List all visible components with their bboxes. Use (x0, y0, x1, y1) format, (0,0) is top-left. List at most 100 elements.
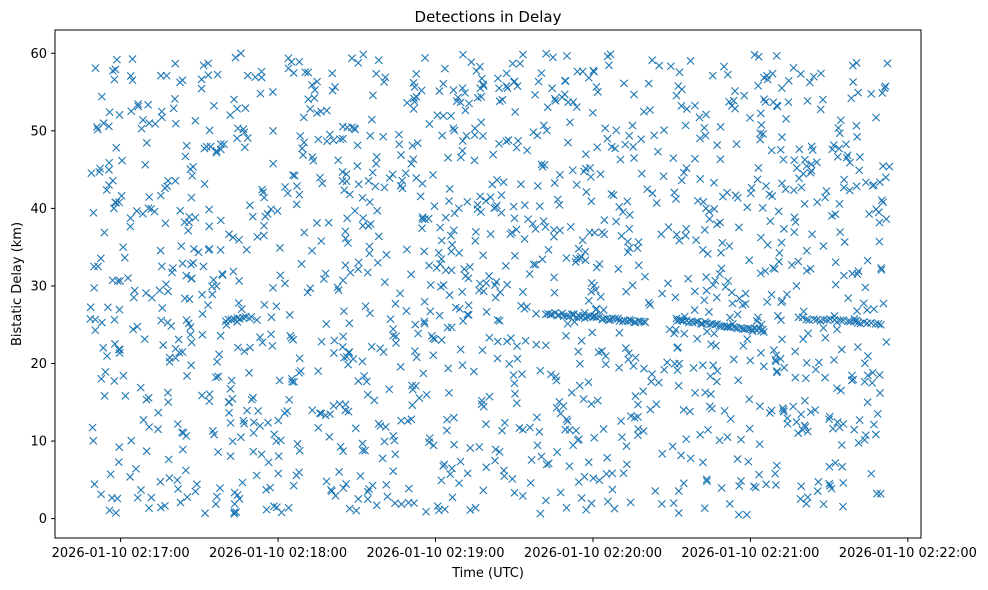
detection-point (876, 388, 885, 397)
detection-point (365, 249, 374, 258)
detection-point (778, 179, 787, 188)
detection-point (240, 419, 249, 428)
detection-point (718, 238, 727, 247)
detection-point (485, 272, 493, 281)
detection-point (233, 104, 242, 113)
detection-point (240, 143, 249, 152)
detection-point (100, 391, 109, 400)
detection-point (388, 170, 397, 179)
detection-point (625, 131, 634, 140)
detection-point (273, 207, 282, 216)
detection-point (639, 387, 648, 396)
detection-point (446, 470, 455, 479)
detection-point (490, 281, 499, 290)
detection-point (670, 329, 679, 338)
detection-point (532, 340, 541, 349)
detection-point (343, 238, 352, 247)
detection-point (537, 452, 546, 461)
detection-point (839, 419, 848, 428)
detection-point (878, 162, 887, 171)
detection-point (454, 204, 463, 213)
detection-point (317, 337, 326, 346)
detection-point (527, 455, 536, 464)
detection-point (877, 264, 886, 273)
detection-point (325, 130, 334, 139)
detection-point (176, 498, 185, 507)
detection-point (625, 210, 634, 219)
detection-point (112, 55, 121, 64)
detection-point (679, 405, 688, 414)
detection-point (617, 231, 626, 240)
detection-point (629, 142, 638, 151)
detection-point (502, 137, 511, 146)
detection-point (359, 214, 368, 223)
detection-point (593, 396, 602, 405)
detection-point (768, 69, 777, 78)
detection-point (269, 159, 278, 168)
plot-frame (54, 29, 922, 539)
detection-point (535, 427, 544, 436)
track-point (724, 322, 733, 331)
detection-point (720, 62, 729, 71)
detection-point (292, 471, 301, 480)
detection-point (358, 357, 367, 366)
detection-point (772, 351, 781, 360)
detection-point (839, 271, 848, 280)
detection-point (289, 481, 298, 490)
detection-point (493, 74, 502, 83)
detection-point (686, 56, 695, 65)
detection-point (651, 487, 660, 496)
detection-point (825, 415, 834, 424)
detection-point (523, 146, 532, 155)
detection-point (245, 201, 254, 210)
detection-point (458, 136, 467, 145)
detection-point (734, 376, 743, 385)
detection-point (771, 480, 780, 489)
detection-point (104, 165, 113, 174)
detection-point (191, 487, 200, 496)
detection-point (745, 424, 754, 433)
detection-point (550, 288, 559, 297)
detection-point (199, 262, 208, 271)
detection-point (91, 315, 100, 324)
detection-point (755, 440, 764, 449)
detection-point (863, 352, 872, 361)
y-axis: 0 10 20 30 40 50 60 (30, 47, 55, 527)
detection-point (617, 417, 626, 425)
detection-point (298, 144, 307, 153)
detection-point (339, 276, 348, 285)
detection-point (756, 348, 765, 357)
detection-point (156, 246, 165, 255)
detection-point (174, 335, 183, 344)
detection-point (777, 238, 786, 247)
detection-point (182, 141, 191, 150)
detection-point (197, 84, 206, 93)
detection-point (479, 251, 488, 260)
detection-point (466, 443, 475, 452)
detection-point (275, 376, 284, 385)
detection-point (747, 183, 756, 192)
detection-point (246, 343, 255, 352)
detection-point (444, 388, 453, 397)
detection-point (796, 495, 805, 504)
detection-point (564, 138, 572, 147)
detection-point (151, 119, 160, 128)
detection-point (843, 151, 852, 160)
detection-point (852, 121, 861, 130)
detection-point (761, 97, 770, 106)
detection-point (482, 279, 491, 288)
detection-point (792, 281, 801, 290)
detection-point (648, 370, 656, 379)
detection-point (759, 129, 768, 138)
detection-point (587, 287, 596, 296)
detection-point (445, 291, 454, 300)
detection-point (453, 93, 462, 102)
x-tick-label: 2026-01-10 02:17:00 (52, 546, 190, 561)
detection-point (497, 191, 506, 200)
detection-point (192, 480, 201, 489)
detection-point (162, 71, 171, 80)
detection-point (408, 401, 417, 410)
detection-point (686, 454, 695, 463)
detection-point (382, 250, 391, 259)
detection-point (434, 248, 443, 257)
